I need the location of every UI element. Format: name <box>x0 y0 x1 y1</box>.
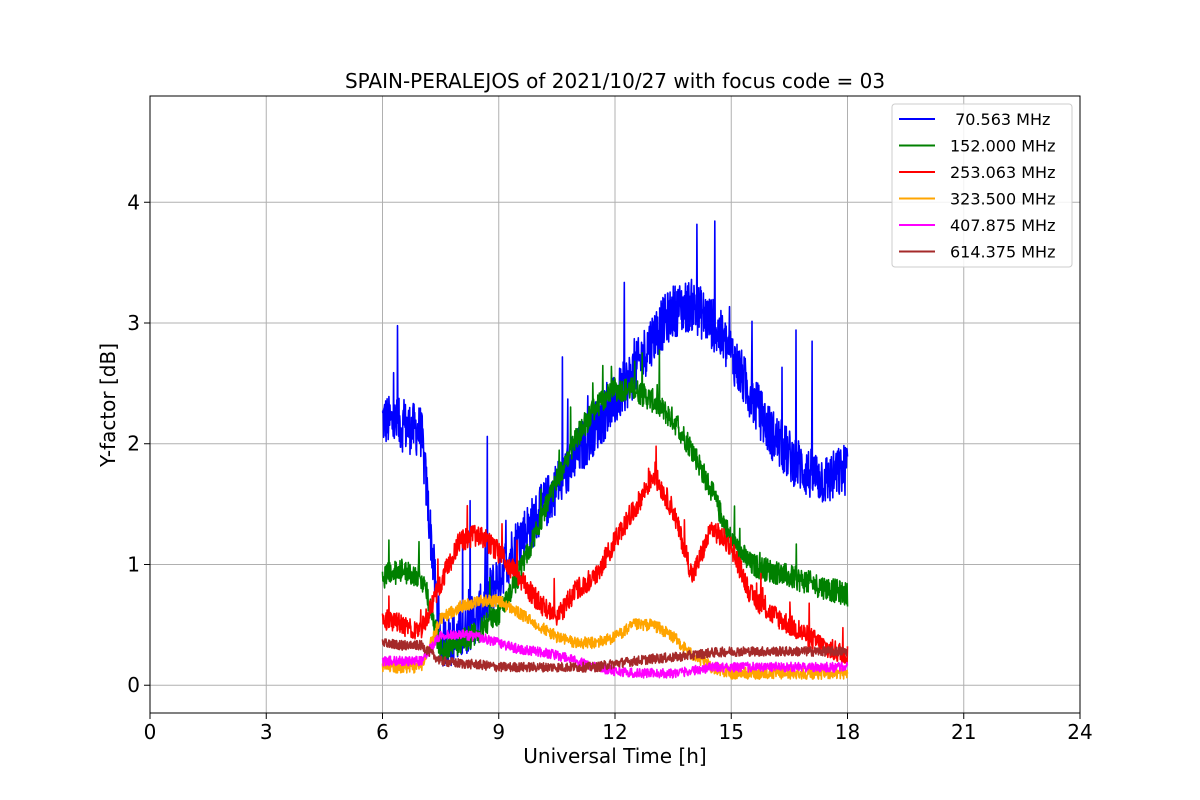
chart-title: SPAIN-PERALEJOS of 2021/10/27 with focus… <box>345 69 885 93</box>
y-tick-label: 1 <box>127 552 140 576</box>
x-ticks: 0 3 6 9 12 15 18 21 24 <box>144 713 1093 744</box>
legend: 70.563 MHz 152.000 MHz 253.063 MHz 323.500 … <box>891 103 1073 268</box>
x-tick-label: 6 <box>376 720 389 744</box>
x-tick-label: 12 <box>602 720 627 744</box>
x-tick-label: 15 <box>719 720 744 744</box>
y-tick-label: 3 <box>127 311 140 335</box>
y-tick-label: 2 <box>127 432 140 456</box>
legend-label: 253.063 MHz <box>950 163 1055 182</box>
series-group <box>381 220 849 680</box>
series-line-4 <box>381 629 849 679</box>
legend-label: 323.500 MHz <box>950 190 1055 209</box>
legend-label: 407.875 MHz <box>950 216 1055 235</box>
series-line-5 <box>381 638 848 673</box>
x-tick-label: 9 <box>492 720 505 744</box>
x-tick-label: 3 <box>260 720 273 744</box>
legend-label: 70.563 MHz <box>950 110 1050 129</box>
y-ticks: 0 1 2 3 4 <box>127 190 150 697</box>
x-tick-label: 24 <box>1067 720 1092 744</box>
series-line-0 <box>381 220 849 667</box>
y-tick-label: 0 <box>127 673 140 697</box>
y-axis-label: Y-factor [dB] <box>96 343 120 468</box>
x-axis-label: Universal Time [h] <box>523 744 706 768</box>
legend-box <box>891 103 1073 268</box>
y-tick-label: 4 <box>127 190 140 214</box>
legend-label: 614.375 MHz <box>950 243 1055 262</box>
legend-label: 152.000 MHz <box>950 137 1055 156</box>
x-tick-label: 21 <box>951 720 976 744</box>
x-tick-label: 18 <box>835 720 860 744</box>
series-line-2 <box>381 445 849 666</box>
x-tick-label: 0 <box>144 720 157 744</box>
